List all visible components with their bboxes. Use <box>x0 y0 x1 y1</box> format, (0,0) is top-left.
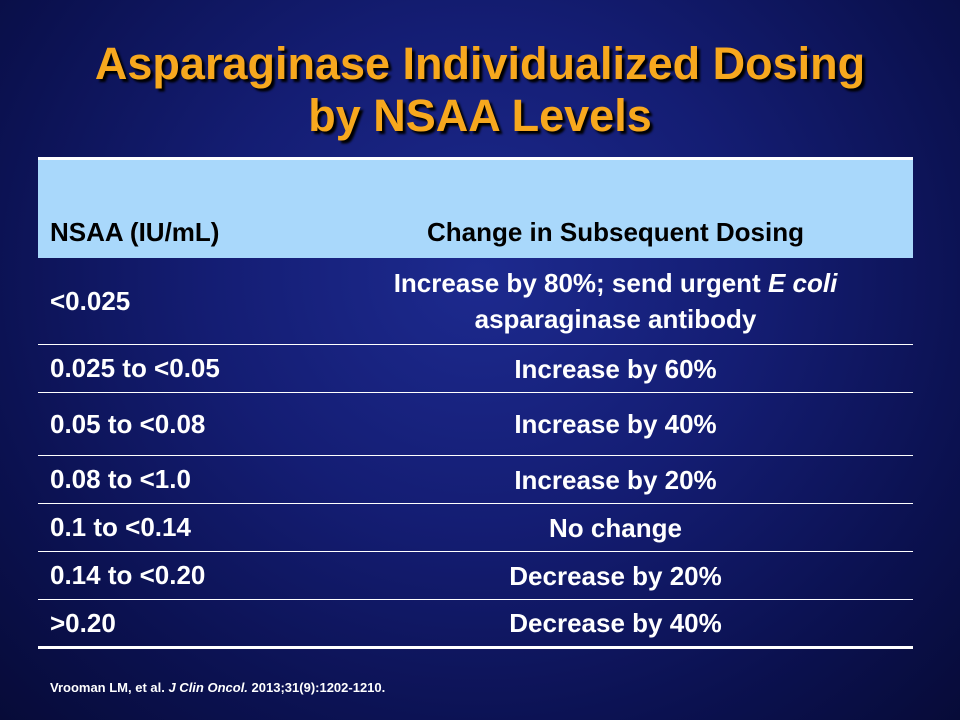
table-row: 0.05 to <0.08 Increase by 40% <box>38 393 913 456</box>
cell-change-italic: E coli <box>767 268 838 298</box>
cell-change: Increase by 20% <box>514 464 717 495</box>
header-nsaa: NSAA (IU/mL) <box>50 217 220 247</box>
cell-change: Increase by 40% <box>514 409 717 439</box>
table-row: <0.025 Increase by 80%; send urgent E co… <box>38 258 913 345</box>
table-row: 0.1 to <0.14 No change <box>38 504 913 552</box>
cell-change: Increase by 80%; send urgent E coli aspa… <box>318 265 913 337</box>
cell-change: No change <box>549 512 682 543</box>
cell-change: Increase by 60% <box>514 353 717 384</box>
citation-authors: Vrooman LM, et al. <box>50 680 169 695</box>
cell-nsaa: 0.05 to <0.08 <box>50 408 206 439</box>
table-row: >0.20 Decrease by 40% <box>38 600 913 649</box>
cell-change: Decrease by 40% <box>509 608 722 638</box>
table-row: 0.14 to <0.20 Decrease by 20% <box>38 552 913 600</box>
cell-nsaa: 0.08 to <1.0 <box>50 464 191 494</box>
citation: Vrooman LM, et al. J Clin Oncol. 2013;31… <box>50 680 385 695</box>
slide-title: Asparaginase Individualized Dosing by NS… <box>0 38 960 142</box>
cell-nsaa: 0.14 to <0.20 <box>50 560 206 590</box>
slide-title-line-2: by NSAA Levels <box>308 90 652 141</box>
cell-nsaa: 0.025 to <0.05 <box>50 353 220 383</box>
cell-change-text-line2: asparaginase antibody <box>474 304 757 334</box>
table-top-rule <box>38 157 913 160</box>
cell-change-text: Increase by 80%; send urgent <box>393 268 768 298</box>
citation-journal: J Clin Oncol. <box>168 680 248 695</box>
header-change: Change in Subsequent Dosing <box>426 217 804 247</box>
cell-nsaa: >0.20 <box>50 607 116 638</box>
dosing-table: NSAA (IU/mL) Change in Subsequent Dosing… <box>38 157 913 649</box>
cell-nsaa: <0.025 <box>50 285 131 316</box>
cell-change: Decrease by 20% <box>509 560 722 591</box>
cell-nsaa: 0.1 to <0.14 <box>50 512 191 542</box>
slide-title-line-1: Asparaginase Individualized Dosing <box>94 38 866 89</box>
table-header-row: NSAA (IU/mL) Change in Subsequent Dosing <box>38 160 913 258</box>
citation-details: 2013;31(9):1202-1210. <box>247 680 386 695</box>
table-row: 0.08 to <1.0 Increase by 20% <box>38 456 913 504</box>
table-row: 0.025 to <0.05 Increase by 60% <box>38 345 913 393</box>
